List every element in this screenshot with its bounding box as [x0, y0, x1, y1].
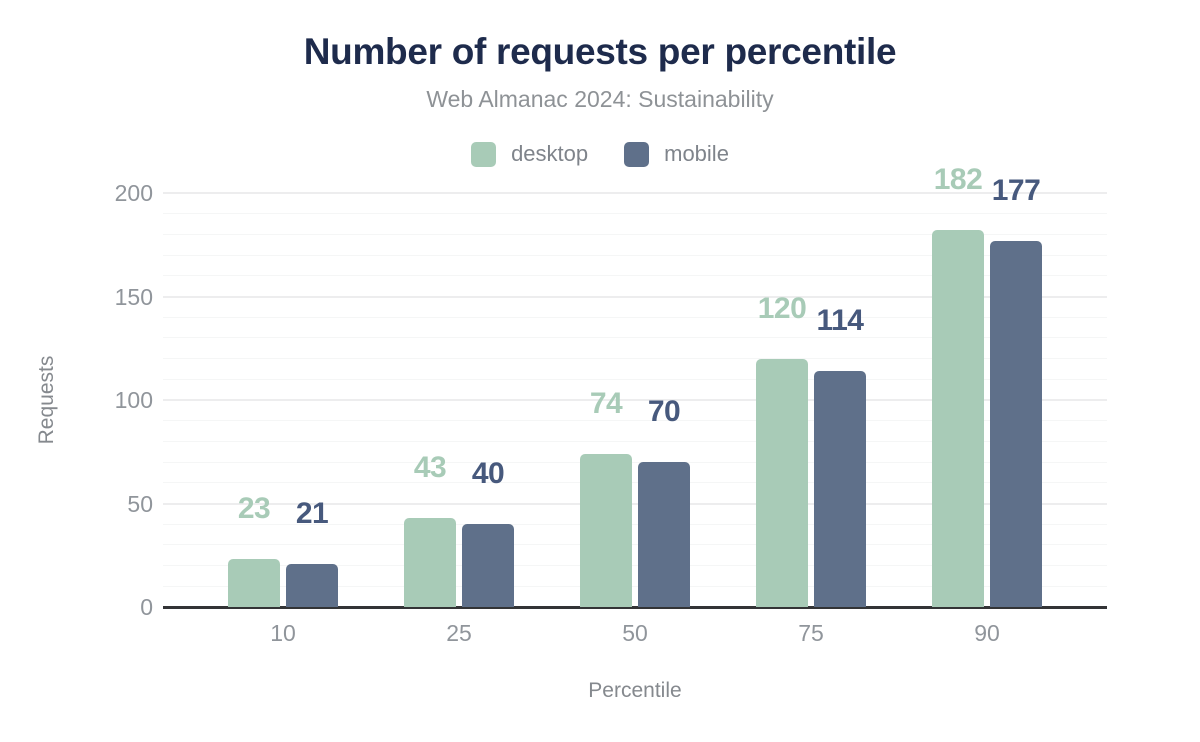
gridline-minor [163, 544, 1107, 546]
x-axis-line [163, 606, 1107, 609]
bar-mobile-p50[interactable] [638, 462, 690, 607]
gridline-minor [163, 213, 1107, 215]
bar-mobile-p75[interactable] [814, 371, 866, 607]
bar-desktop-p75[interactable] [756, 358, 808, 607]
bar-mobile-p25[interactable] [462, 524, 514, 607]
chart-title: Number of requests per percentile [303, 31, 897, 72]
gridline-major [163, 502, 1107, 505]
chart-subtitle: Web Almanac 2024: Sustainability [426, 86, 774, 112]
mobile-series-swatch-icon [624, 141, 650, 167]
bar-desktop-p90[interactable] [932, 230, 984, 607]
y-tick-label-50: 50 [127, 490, 153, 517]
legend: desktop mobile [0, 141, 1200, 167]
x-tick-label-90: 90 [974, 620, 1000, 646]
gridline-minor [163, 254, 1107, 256]
value-label-mobile-p50: 70 [647, 395, 681, 429]
gridline-minor [163, 358, 1107, 360]
y-tick-label-100: 100 [114, 387, 153, 413]
x-tick-label-75: 75 [798, 620, 824, 646]
bar-mobile-p10[interactable] [286, 563, 338, 607]
value-label-mobile-p10: 21 [295, 496, 329, 530]
y-tick-label-200: 200 [114, 180, 153, 206]
gridline-minor [163, 275, 1107, 277]
gridline-minor [163, 482, 1107, 484]
desktop-legend-label: desktop [511, 141, 589, 166]
gridline-major [163, 399, 1107, 401]
value-label-desktop-p25: 43 [413, 450, 447, 484]
y-tick-label-150: 150 [114, 283, 153, 310]
gridline-minor [163, 565, 1107, 567]
x-tick-label-50: 50 [622, 620, 648, 646]
gridline-minor [163, 440, 1107, 442]
gridline-major [163, 295, 1107, 298]
legend-item-desktop[interactable]: desktop [471, 141, 588, 167]
gridline-minor [163, 461, 1107, 463]
value-label-mobile-p90: 177 [991, 173, 1041, 207]
value-label-mobile-p25: 40 [471, 457, 505, 491]
value-label-desktop-p10: 23 [237, 492, 271, 526]
desktop-series-swatch-icon [471, 141, 497, 167]
gridline-minor [163, 316, 1107, 318]
value-label-desktop-p90: 182 [933, 163, 983, 197]
bar-desktop-p25[interactable] [404, 517, 456, 607]
legend-item-mobile[interactable]: mobile [624, 141, 729, 167]
y-tick-label-0: 0 [140, 594, 153, 620]
value-label-desktop-p50: 74 [589, 386, 623, 420]
bar-desktop-p50[interactable] [580, 453, 632, 607]
bar-desktop-p10[interactable] [228, 559, 280, 607]
value-label-desktop-p75: 120 [757, 291, 807, 325]
gridline-minor [163, 420, 1107, 422]
gridline-minor [163, 233, 1107, 235]
bar-mobile-p90[interactable] [990, 240, 1042, 607]
gridline-minor [163, 585, 1107, 587]
x-axis-title: Percentile [588, 679, 682, 702]
x-tick-label-25: 25 [446, 620, 472, 646]
gridline-minor [163, 523, 1107, 525]
gridline-major [163, 192, 1107, 194]
gridline-minor [163, 337, 1107, 339]
x-tick-label-10: 10 [270, 620, 296, 646]
value-label-mobile-p75: 114 [816, 304, 864, 338]
mobile-legend-label: mobile [664, 141, 729, 166]
gridline-minor [163, 378, 1107, 380]
